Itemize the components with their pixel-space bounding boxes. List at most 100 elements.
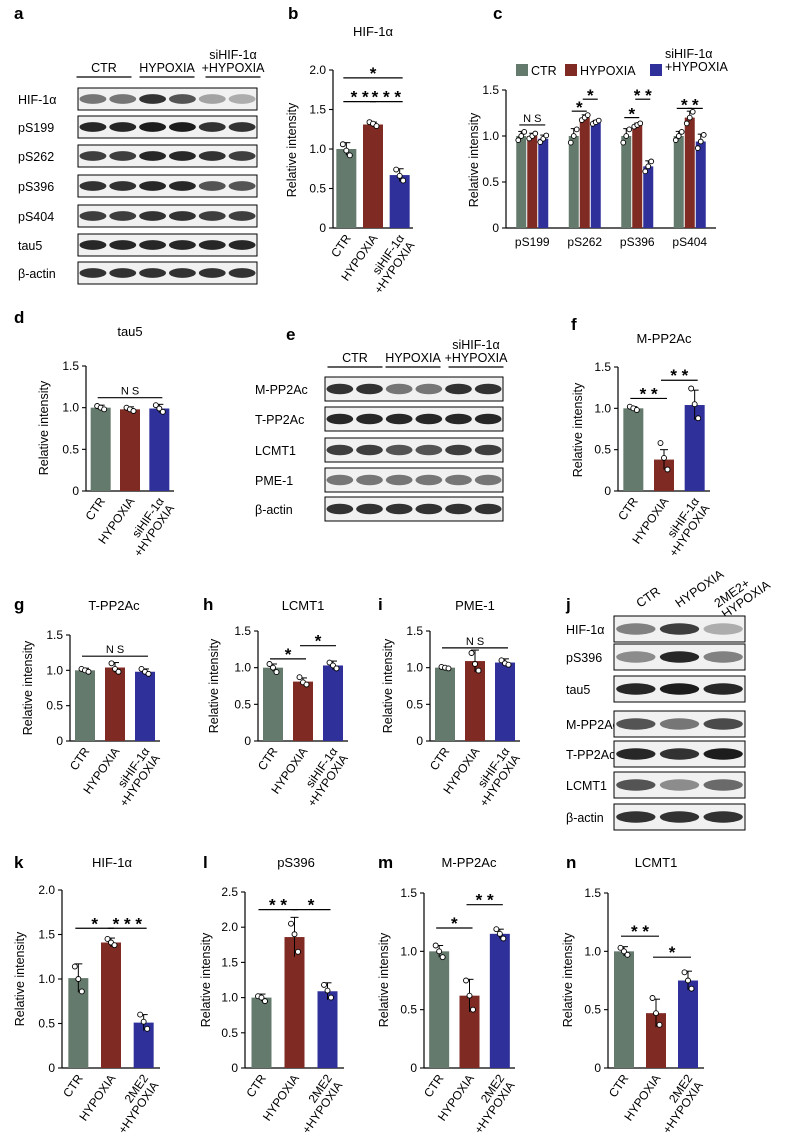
blot-band: [109, 268, 137, 278]
blot-strip: [324, 376, 504, 402]
blot-band: [474, 503, 502, 515]
data-point: [339, 141, 346, 148]
data-point: [570, 133, 577, 139]
legend-c: CTR HYPOXIA siHIF-1α +HYPOXIA: [516, 47, 729, 78]
blot-strip: [324, 437, 504, 463]
y-tick-label: 0: [244, 734, 251, 748]
blot-band: [703, 779, 743, 791]
blot-band: [79, 211, 107, 221]
blot-band: [356, 474, 383, 486]
sig-label: * *: [634, 86, 652, 105]
sig-label: * * *: [372, 88, 402, 107]
bar: [527, 136, 538, 228]
y-tick-label: 0.5: [406, 697, 423, 711]
data-point: [156, 405, 163, 412]
data-point: [689, 108, 696, 115]
blot-band: [415, 503, 443, 515]
blot-blot_j: CTR HYPOXIA2ME2+HYPOXIAHIF-1αpS396tau5M-P…: [566, 567, 773, 831]
data-point: [328, 994, 334, 1001]
data-point: [617, 944, 624, 951]
y-tick-label: 0.5: [38, 1017, 55, 1031]
data-point: [637, 120, 644, 127]
bar: [251, 997, 272, 1068]
bar: [68, 978, 89, 1068]
blot-band: [109, 94, 137, 104]
blot-band: [168, 94, 196, 104]
blot-band: [703, 811, 743, 823]
y-tick-label: 2.0: [38, 883, 55, 897]
blot-band: [356, 444, 383, 456]
bar: [621, 136, 632, 228]
blot-band: [168, 240, 196, 250]
data-point: [515, 137, 522, 143]
data-point: [343, 147, 350, 154]
blot-band: [79, 240, 107, 250]
chart-title: LCMT1: [635, 855, 678, 870]
data-point: [633, 407, 640, 413]
y-tick-label: 1.5: [234, 624, 251, 638]
blot-group-label-line: HYPOXIA: [139, 61, 195, 75]
blot-row-label: β-actin: [566, 811, 604, 825]
panel-letter-m: m: [378, 853, 393, 872]
y-tick-label: 1.0: [234, 661, 251, 675]
blot-band: [109, 211, 137, 221]
blot-band: [79, 151, 107, 161]
y-tick-label: 1.5: [400, 886, 417, 900]
blot-group-label: CTR: [634, 584, 663, 610]
data-point: [270, 664, 276, 671]
blot-strip: [324, 467, 504, 493]
blot-band: [79, 181, 107, 191]
x-tick-label: CTR: [60, 1071, 86, 1100]
data-point: [71, 963, 78, 970]
chart-k: HIF-1α 0 0.5 1.0 1.5 2.0 Relative intensity CTR…: [13, 855, 161, 1136]
data-point: [445, 665, 452, 672]
x-tick-label: pS199: [515, 235, 550, 249]
sig-label: * * *: [113, 914, 143, 933]
blot-band: [616, 811, 656, 823]
blot-band: [228, 268, 256, 278]
bar: [614, 951, 634, 1068]
blot-band: [415, 474, 443, 486]
blot-band: [139, 268, 167, 278]
data-point: [295, 948, 301, 955]
blot-band: [703, 651, 743, 663]
bar: [363, 124, 383, 228]
blot-group-label-line: siHIF-1α: [209, 48, 257, 62]
blot-band: [659, 779, 700, 791]
blot-blot_a: CTR HYPOXIA siHIF-1α +HYPOXIA HIF-1α pS199 pS2…: [18, 48, 265, 285]
blot-band: [198, 94, 226, 104]
x-tick-label-line: CTR: [606, 1071, 632, 1100]
blot-band: [326, 444, 354, 456]
data-point: [75, 976, 82, 982]
data-point: [691, 401, 698, 408]
bar: [538, 138, 549, 228]
y-tick-label: 1.0: [594, 401, 611, 415]
blot-band: [79, 94, 107, 104]
sig-label: *: [576, 98, 583, 117]
blot-band: [326, 383, 354, 395]
blot-band: [139, 240, 167, 250]
data-point: [321, 981, 327, 988]
blot-band: [659, 748, 700, 760]
x-tick-label: CTR: [615, 494, 641, 523]
blot-band: [445, 413, 472, 425]
data-point: [584, 112, 591, 118]
blot-strip: [77, 204, 258, 228]
blot-strip: [77, 233, 258, 257]
data-point: [621, 948, 627, 955]
blot-band: [326, 413, 354, 425]
x-tick-label: pS404: [672, 235, 707, 249]
blot-band: [198, 181, 226, 191]
x-tick-label-line: CTR: [427, 744, 453, 773]
blot-band: [474, 383, 502, 395]
bar: [459, 995, 480, 1068]
legend-label-line: siHIF-1α: [665, 47, 713, 61]
blot-band: [228, 181, 256, 191]
blot-band: [415, 383, 443, 395]
blot-group-label-line: +HYPOXIA: [445, 351, 509, 365]
chart-title: LCMT1: [282, 598, 325, 613]
bar: [643, 166, 654, 228]
